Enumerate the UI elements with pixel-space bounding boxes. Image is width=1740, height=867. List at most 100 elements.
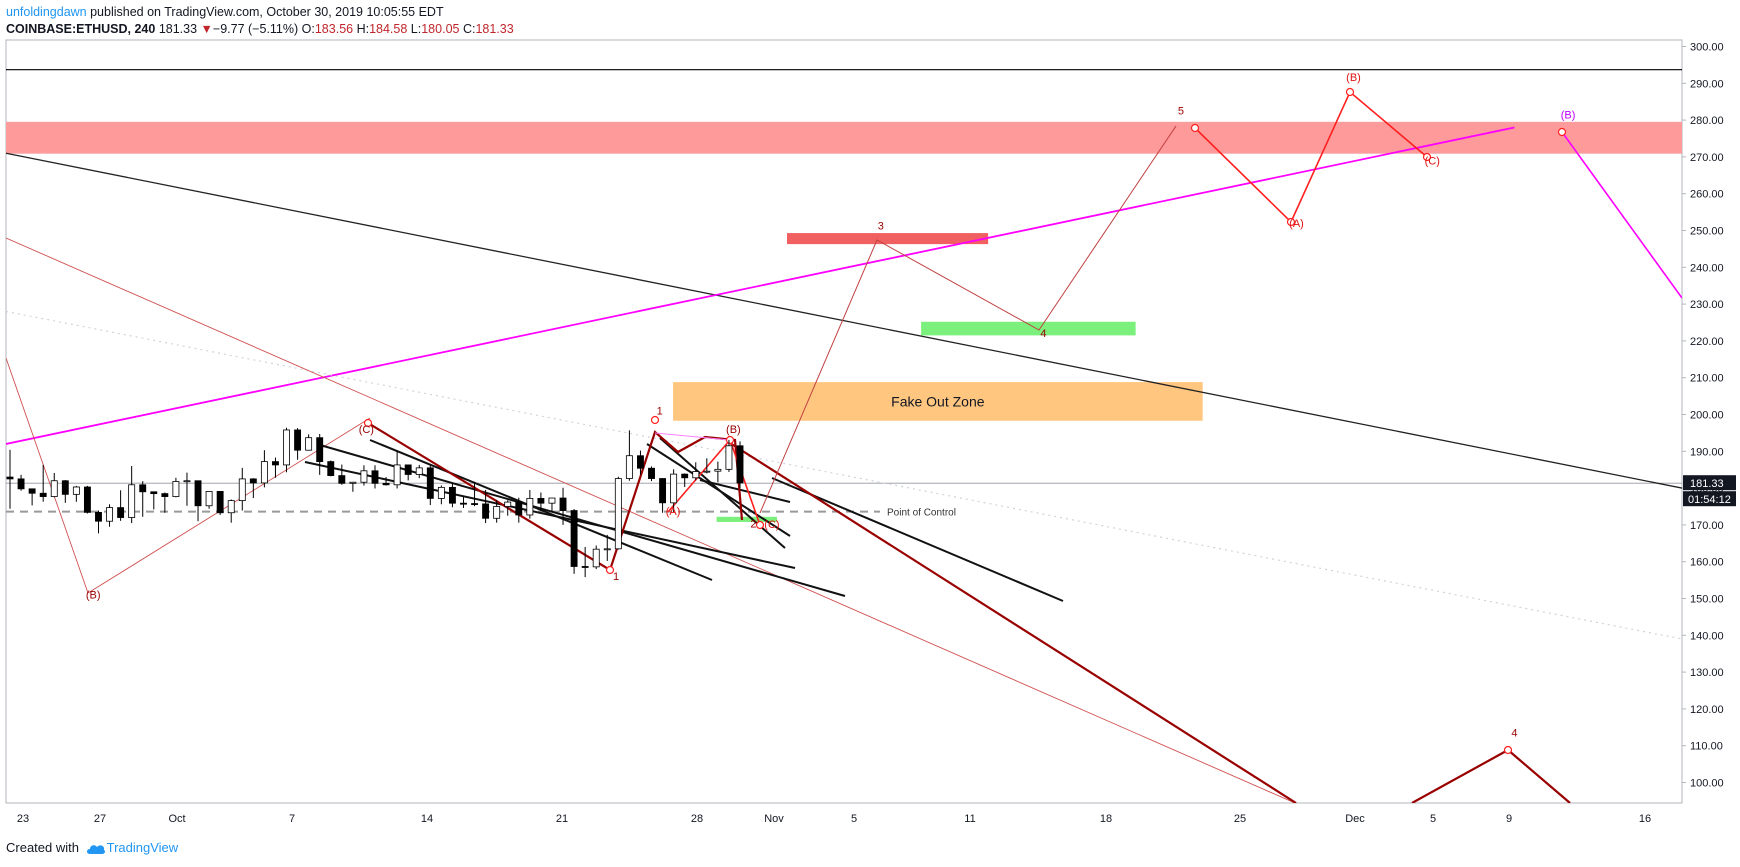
channel-line <box>659 437 786 549</box>
candle-body <box>603 548 611 551</box>
high-value: 184.58 <box>369 22 408 36</box>
price-chart[interactable]: Fake Out Zone Point of Control (C) (B) 1 (B) (… <box>0 0 1740 835</box>
candle-body <box>327 461 335 476</box>
time-tick-label: 11 <box>964 813 975 825</box>
price-tick-label: 210.00 <box>1690 373 1724 385</box>
tradingview-logo-icon <box>86 845 105 855</box>
candle-body <box>39 492 47 497</box>
channel-line <box>699 479 791 503</box>
candle-body <box>360 470 368 483</box>
wave-label: 1 <box>657 406 663 418</box>
price-tick-label: 290.00 <box>1690 78 1724 90</box>
footer: Created with TradingView <box>6 840 178 855</box>
candle-body <box>72 486 80 495</box>
candle-body <box>559 497 567 511</box>
time-tick-label: Oct <box>168 813 185 825</box>
candle-body <box>493 506 501 519</box>
wave-label: (B) <box>1346 72 1361 84</box>
time-tick-label: 27 <box>94 813 106 825</box>
candle-body <box>260 461 268 484</box>
price-tick-label: 300.00 <box>1690 42 1724 54</box>
candle-body <box>305 437 313 451</box>
time-tick-label: 7 <box>289 813 295 825</box>
candle-body <box>592 548 600 568</box>
candle-body <box>95 511 102 522</box>
channel-line <box>304 461 796 569</box>
candle-body <box>570 510 578 567</box>
zone-support <box>921 321 1136 336</box>
candle-body <box>238 478 246 502</box>
time-tick-label: 16 <box>1639 813 1651 825</box>
price-tick-label: 280.00 <box>1690 115 1724 127</box>
symbol-label: COINBASE:ETHUSD, 240 <box>6 22 156 36</box>
low-label: L: <box>410 22 422 36</box>
wave-label: (A) <box>1289 218 1304 230</box>
candle-body <box>437 486 445 499</box>
candle-body <box>172 481 180 497</box>
price-tick-label: 270.00 <box>1690 152 1724 164</box>
candle-body <box>272 461 279 466</box>
candle-body <box>736 445 744 484</box>
time-tick-label: Dec <box>1345 813 1365 825</box>
wave-label: 5 <box>1178 106 1184 118</box>
wave-label: 2 <box>750 518 756 530</box>
candle-body <box>6 476 14 480</box>
wave-point-marker <box>1345 87 1355 97</box>
price-tick-label: 150.00 <box>1690 594 1724 606</box>
candle-body <box>581 566 589 568</box>
candle-body <box>205 491 213 507</box>
author-link[interactable]: unfoldingdawn <box>6 5 87 19</box>
time-tick-label: 28 <box>691 813 703 825</box>
last-price: 181.33 <box>158 22 198 36</box>
wave-point-marker <box>725 435 735 445</box>
wave-label: (A) <box>666 506 681 518</box>
candle-body <box>703 470 711 473</box>
candle-body <box>17 478 25 490</box>
thin-red-wave-line <box>6 237 1296 803</box>
candle-body <box>482 503 490 519</box>
candle-body <box>670 473 678 504</box>
price-tick-label: 200.00 <box>1690 410 1724 422</box>
tradingview-brand-link[interactable]: TradingView <box>106 840 179 855</box>
wave-point-marker <box>1503 745 1513 755</box>
price-change: −9.77 (−5.11%) <box>212 22 299 36</box>
publisher-line: unfoldingdawn published on TradingView.c… <box>6 4 514 21</box>
candle-body <box>448 486 456 504</box>
candle-body <box>338 475 346 484</box>
time-tick-label: 25 <box>1234 813 1246 825</box>
wave-label: (C) <box>1425 155 1440 167</box>
candle-body <box>294 429 302 451</box>
price-tick-label: 140.00 <box>1690 630 1724 642</box>
candle-body <box>692 471 700 479</box>
countdown-tag <box>1683 491 1736 507</box>
zone-supply <box>6 121 1682 154</box>
zone-fake-out <box>673 382 1203 421</box>
zone-small-support <box>716 516 777 522</box>
dark-red-wave-path <box>729 442 1297 803</box>
last-price-tag <box>1683 475 1736 491</box>
price-tick-label: 230.00 <box>1690 299 1724 311</box>
candle-body <box>371 470 379 484</box>
candle-body <box>625 455 633 479</box>
wave-point-marker <box>1286 217 1296 227</box>
wave-label: (C) <box>359 424 374 436</box>
candle-body <box>393 464 401 486</box>
down-arrow-icon: ▼ <box>200 22 213 36</box>
candle-body <box>150 491 158 495</box>
time-tick-label: 5 <box>851 813 857 825</box>
time-tick-label: 21 <box>556 813 568 825</box>
candle-body <box>548 497 556 504</box>
published-text: published on TradingView.com, October 30… <box>90 5 444 19</box>
candle-body <box>139 484 147 493</box>
price-tick-label: 170.00 <box>1690 520 1724 532</box>
price-tick-label: 190.00 <box>1690 446 1724 458</box>
price-tick-label: 100.00 <box>1690 778 1724 790</box>
candle-body <box>471 503 478 505</box>
point-of-control-label: Point of Control <box>887 508 956 519</box>
candle-body <box>681 473 689 479</box>
last-price-tag-label: 181.33 <box>1690 478 1724 490</box>
candle-body <box>227 500 235 514</box>
price-tick-label: 250.00 <box>1690 226 1724 238</box>
candle-body <box>415 467 423 475</box>
created-with-text: Created with <box>6 840 79 855</box>
